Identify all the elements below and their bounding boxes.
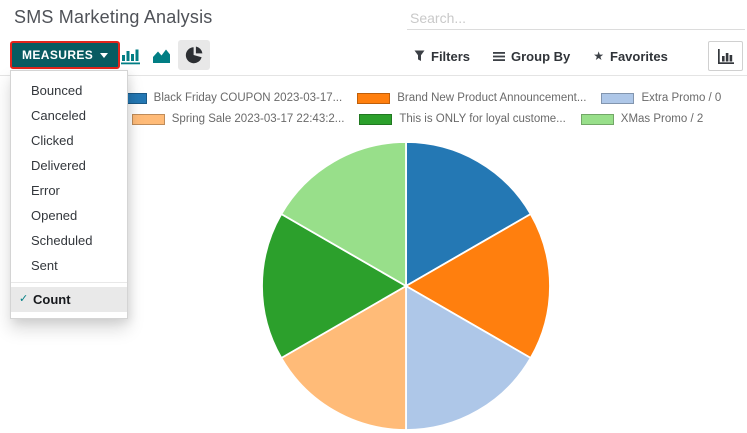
favorites-label: Favorites [610,48,668,64]
legend-label: XMas Promo / 2 [620,113,704,125]
measures-button-label: MEASURES [22,48,94,62]
legend-swatch [601,92,635,104]
measures-menu-item[interactable]: Sent [31,258,58,273]
star-icon: ★ [593,49,605,63]
view-switcher-graph-button[interactable] [708,41,743,71]
pie-slice[interactable] [405,213,551,359]
check-icon: ✓ [19,293,29,305]
legend-swatch [131,113,165,125]
pie-chart [261,141,551,431]
measures-menu-item[interactable]: Canceled [31,108,86,123]
measures-menu-item[interactable]: Error [31,183,60,198]
pie-slice[interactable] [261,213,407,359]
legend-item[interactable]: XMas Promo / 2 [580,113,704,125]
chart-type-bar-button[interactable] [116,43,145,69]
search-bar [407,3,745,30]
page-title: SMS Marketing Analysis [14,7,213,27]
area-chart-icon [153,49,170,63]
bars-icon [493,51,506,61]
measures-menu-item[interactable]: Delivered [31,158,86,173]
legend-item[interactable]: Spring Sale 2023-03-17 22:43:2... [131,113,345,125]
caret-down-icon [100,52,109,58]
legend-label: This is ONLY for loyal custome... [399,113,566,125]
search-facets: Filters Group By ★ Favorites [414,46,668,66]
search-input[interactable] [407,3,745,29]
legend-swatch [359,113,393,125]
legend-label: Brand New Product Announcement... [397,92,587,104]
measures-menu-items: Bounced Canceled Clicked Delivered Error Open… [11,78,127,278]
filters-button[interactable]: Filters [414,49,470,64]
chart-type-pie-button[interactable] [178,40,210,70]
measures-menu-item-selected[interactable]: ✓ Count [11,287,127,312]
measures-button[interactable]: MEASURES [10,41,121,69]
legend-item[interactable]: Black Friday COUPON 2023-03-17... [113,92,343,104]
pie-slice[interactable] [280,285,407,431]
chart-type-line-button[interactable] [147,43,176,69]
group-by-label: Group By [511,48,571,64]
bar-chart-axis-icon [717,48,734,64]
measures-menu-item[interactable]: Opened [31,208,78,223]
legend-label: Black Friday COUPON 2023-03-17... [153,92,343,104]
pie-slice[interactable] [405,285,532,431]
measures-dropdown: Bounced Canceled Clicked Delivered Error Open… [10,70,128,319]
measures-menu-item[interactable]: Clicked [31,133,74,148]
measures-menu-item[interactable]: Scheduled [31,233,93,248]
pie-chart-icon [185,46,202,64]
measures-menu-item[interactable]: Bounced [31,83,83,98]
legend-item[interactable]: This is ONLY for loyal custome... [359,113,566,125]
pie-slice[interactable] [280,141,407,287]
measures-menu-separator [11,282,127,283]
filters-label: Filters [431,48,471,64]
legend-item[interactable]: Brand New Product Announcement... [357,92,586,104]
legend-swatch [580,113,614,125]
legend-item[interactable]: Extra Promo / 0 [601,92,721,104]
legend-row: Black Friday COUPON 2023-03-17... Brand N… [88,92,747,104]
legend-label: Spring Sale 2023-03-17 22:43:2... [171,113,345,125]
selected-measure-label: Count [33,292,71,307]
favorites-button[interactable]: ★ Favorites [593,49,668,64]
group-by-button[interactable]: Group By [493,49,570,64]
control-panel-divider [0,75,747,76]
legend-swatch [357,92,391,104]
chart-legend: Black Friday COUPON 2023-03-17... Brand N… [88,92,747,125]
funnel-icon [414,50,425,61]
bar-chart-icon [121,49,140,64]
pie-slice[interactable] [405,141,532,287]
legend-row: Spring Sale 2023-03-17 22:43:2... This is… [88,113,747,125]
legend-label: Extra Promo / 0 [641,92,722,104]
